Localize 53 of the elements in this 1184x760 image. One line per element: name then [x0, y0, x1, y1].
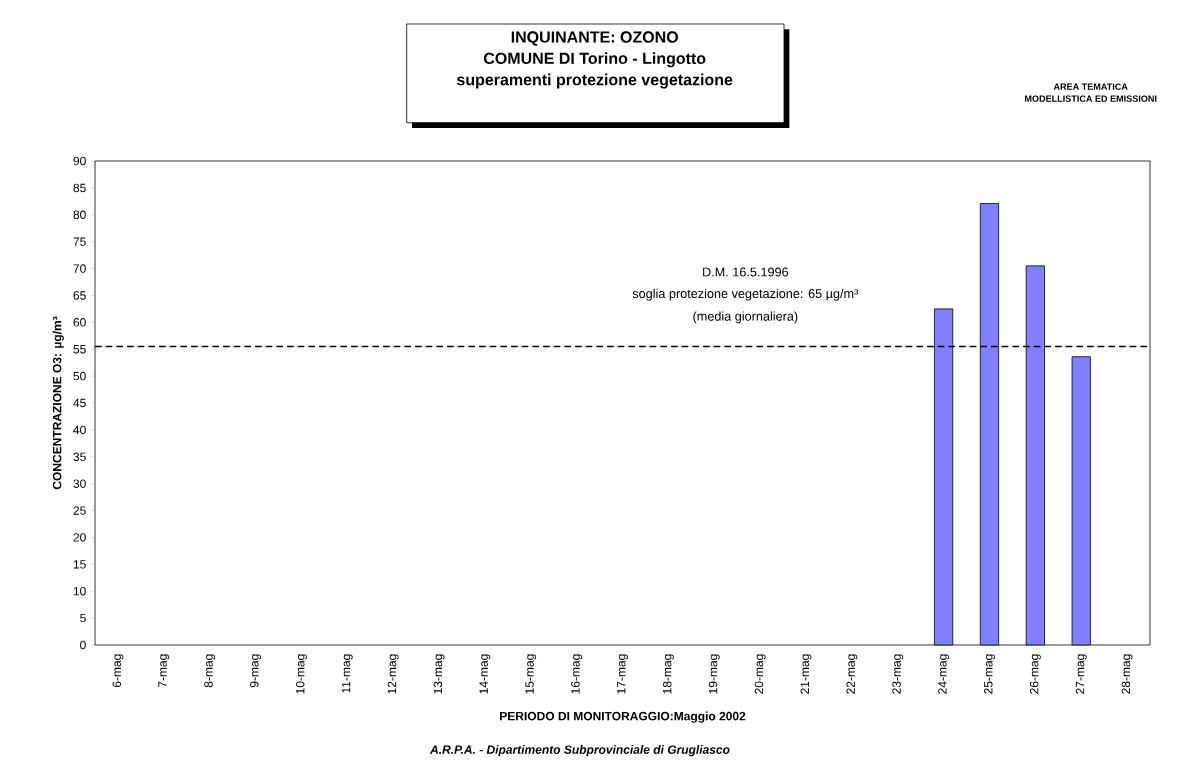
text: superamenti protezione vegetazione [456, 73, 733, 89]
chart-title: INQUINANTE: OZONO [511, 31, 678, 46]
x-tick-label: 7-mag [158, 654, 170, 688]
y-tick-label: 50 [73, 371, 86, 381]
x-tick-label: 24-mag [938, 654, 950, 694]
x-tick-label: 19-mag [708, 654, 720, 694]
x-tick-label: 15-mag [525, 654, 537, 694]
y-tick-label: 45 [73, 398, 86, 408]
x-tick-label: 20-mag [754, 654, 766, 694]
y-tick-label: 65 [73, 291, 86, 300]
text: MODELLISTICA ED EMISSIONI [1025, 95, 1157, 102]
y-tick-label: 80 [73, 210, 86, 220]
y-tick-label: 85 [73, 183, 86, 193]
annotation: D.M. 16.5.1996 [703, 267, 789, 277]
x-tick-label: 27-mag [1075, 654, 1087, 694]
x-tick-label: 16-mag [571, 654, 583, 694]
y-tick-label: 15 [73, 560, 86, 569]
y-tick-label: 90 [73, 156, 86, 166]
annotation: soglia protezione vegetazione: 65 µg/m³ [632, 288, 859, 301]
y-tick-label: 60 [73, 318, 86, 327]
y-tick-label: 35 [73, 452, 86, 462]
x-tick-label: 9-mag [250, 654, 261, 688]
x-tick-label: 6-mag [112, 654, 124, 688]
x-tick-label: 11-mag [341, 654, 353, 693]
y-tick-label: 10 [73, 586, 86, 596]
x-tick-label: 23-mag [892, 654, 904, 694]
y-tick-label: 0 [80, 640, 86, 650]
x-tick-label: 18-mag [662, 654, 674, 694]
x-tick-label: 17-mag [617, 654, 628, 694]
x-tick-label: 13-mag [433, 654, 445, 694]
x-tick-label: 14-mag [479, 654, 491, 694]
y-tick-label: 30 [73, 479, 86, 488]
y-tick-label: 70 [73, 264, 86, 273]
y-tick-label: 25 [73, 506, 86, 515]
x-tick-label: 8-mag [204, 654, 216, 688]
annotation: (media giornaliera) [693, 311, 798, 324]
y-tick-label: 75 [73, 237, 86, 246]
y-tick-label: 55 [73, 345, 86, 354]
y-tick-label: 40 [73, 425, 86, 435]
x-axis-title: PERIODO DI MONITORAGGIO:Maggio 2002 [500, 711, 746, 723]
text: AREA TEMATICA [1053, 83, 1128, 90]
y-tick-label: 5 [80, 613, 86, 623]
text: A.R.P.A. - Dipartimento Subprovinciale di Grugliasco [429, 745, 730, 757]
x-tick-label: 21-mag [800, 654, 812, 694]
x-tick-label: 25-mag [984, 654, 995, 694]
x-tick-label: 26-mag [1029, 654, 1041, 694]
x-tick-label: 28-mag [1121, 654, 1133, 694]
y-axis-title: CONCENTRAZIONE O3: µg/m³ [52, 316, 64, 490]
x-tick-label: 10-mag [295, 654, 307, 694]
x-tick-label: 22-mag [846, 654, 858, 694]
x-tick-label: 12-mag [387, 654, 399, 694]
chart-subtitle: COMUNE DI Torino - Lingotto [483, 52, 706, 68]
y-tick-label: 20 [73, 533, 86, 542]
